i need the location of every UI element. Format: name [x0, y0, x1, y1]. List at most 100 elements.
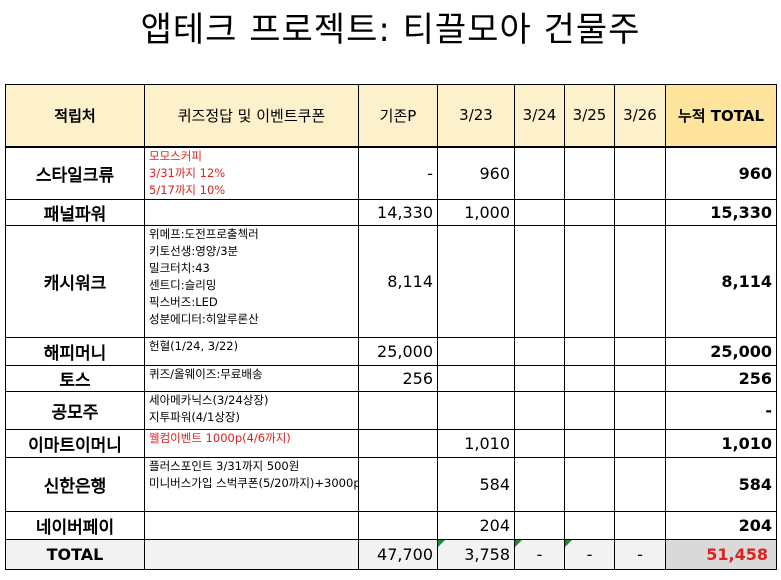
date-3-23-cell[interactable] [437, 336, 515, 366]
date-3-26-cell[interactable] [614, 224, 666, 338]
memo-cell[interactable]: 웰컴이벤트 1000p(4/6까지) [144, 428, 359, 458]
date-3-25-cell[interactable] [564, 456, 615, 512]
date-3-25-cell[interactable] [564, 145, 615, 200]
date-3-26-cell[interactable] [614, 364, 666, 392]
memo-line: 3/31까지 12% [149, 165, 226, 180]
source-name-cell[interactable]: 해피머니 [5, 336, 145, 366]
memo-cell[interactable]: 세아메카닉스(3/24상장) 지투파워(4/1상장) [144, 390, 359, 430]
source-name-cell[interactable]: 캐시워크 [5, 224, 145, 338]
date-3-23-cell[interactable]: 204 [437, 510, 515, 540]
source-name-cell[interactable]: 스타일크류 [5, 145, 145, 200]
summary-memo-cell[interactable] [144, 538, 359, 570]
cumulative-total-cell[interactable]: 960 [665, 145, 777, 200]
date-3-25-cell[interactable] [564, 364, 615, 392]
date-3-23-cell[interactable]: 1,010 [437, 428, 515, 458]
date-3-26-cell[interactable] [614, 336, 666, 366]
date-3-26-cell[interactable] [614, 390, 666, 430]
summary-row: TOTAL 47,700 3,758- - -51,458 [5, 538, 777, 570]
date-3-24-cell[interactable] [514, 510, 565, 540]
header-total[interactable]: 누적 TOTAL [665, 84, 777, 147]
date-3-23-cell[interactable] [437, 364, 515, 392]
date-3-25-cell[interactable] [564, 224, 615, 338]
base-points-cell[interactable]: 8,114 [358, 224, 438, 338]
date-3-23-cell[interactable]: 960 [437, 145, 515, 200]
base-points-cell[interactable]: 256 [358, 364, 438, 392]
date-3-26-cell[interactable] [614, 456, 666, 512]
header-memo[interactable]: 퀴즈정답 및 이벤트쿠폰 [144, 84, 359, 147]
memo-cell[interactable]: 퀴즈/올웨이즈:무료배송 [144, 364, 359, 392]
table-row: 스타일크류 모모스커피 3/31까지 12% 5/17까지 10% -960 960 [5, 145, 777, 200]
cumulative-total-cell[interactable]: 256 [665, 364, 777, 392]
header-date-3[interactable]: 3/25 [564, 84, 615, 147]
summary-date-3-24[interactable]: - [514, 538, 565, 570]
date-3-24-cell[interactable] [514, 224, 565, 338]
cumulative-total-cell[interactable]: 25,000 [665, 336, 777, 366]
source-name-cell[interactable]: 토스 [5, 364, 145, 392]
date-3-25-cell[interactable] [564, 336, 615, 366]
summary-label[interactable]: TOTAL [5, 538, 145, 570]
header-date-1[interactable]: 3/23 [437, 84, 515, 147]
date-3-24-cell[interactable] [514, 390, 565, 430]
source-name-cell[interactable]: 이마트이머니 [5, 428, 145, 458]
base-points-cell[interactable]: - [358, 145, 438, 200]
table-row: 공모주 세아메카닉스(3/24상장) 지투파워(4/1상장) - [5, 390, 777, 430]
memo-line: 웰컴이벤트 1000p(4/6까지) [149, 430, 291, 445]
memo-cell[interactable]: 모모스커피 3/31까지 12% 5/17까지 10% [144, 145, 359, 200]
table-row: 신한은행 플러스포인트 3/31까지 500원 미니버스가입 스벅쿠폰(5/20까지… [5, 456, 777, 512]
source-name-cell[interactable]: 공모주 [5, 390, 145, 430]
base-points-cell[interactable] [358, 390, 438, 430]
date-3-23-cell[interactable]: 1,000 [437, 198, 515, 226]
memo-line: 위메프:도전프로출첵러 [149, 226, 259, 241]
date-3-24-cell[interactable] [514, 198, 565, 226]
header-row: 적립처 퀴즈정답 및 이벤트쿠폰 기존P 3/23 3/24 3/25 3/26… [5, 84, 777, 147]
cumulative-total-cell[interactable]: 584 [665, 456, 777, 512]
source-name-cell[interactable]: 신한은행 [5, 456, 145, 512]
date-3-25-cell[interactable] [564, 510, 615, 540]
date-3-25-cell[interactable] [564, 390, 615, 430]
date-3-24-cell[interactable] [514, 145, 565, 200]
date-3-24-cell[interactable] [514, 428, 565, 458]
summary-base[interactable]: 47,700 [358, 538, 438, 570]
summary-date-3-23[interactable]: 3,758 [437, 538, 515, 570]
memo-cell[interactable]: 플러스포인트 3/31까지 500원 미니버스가입 스벅쿠폰(5/20까지)+30… [144, 456, 359, 512]
base-points-cell[interactable] [358, 456, 438, 512]
cumulative-total-cell[interactable]: 8,114 [665, 224, 777, 338]
date-3-26-cell[interactable] [614, 198, 666, 226]
date-3-25-cell[interactable] [564, 198, 615, 226]
summary-date-3-26[interactable]: - [614, 538, 666, 570]
cumulative-total-cell[interactable]: 15,330 [665, 198, 777, 226]
base-points-cell[interactable]: 25,000 [358, 336, 438, 366]
date-3-24-cell[interactable] [514, 364, 565, 392]
date-3-23-cell[interactable] [437, 390, 515, 430]
base-points-cell[interactable] [358, 510, 438, 540]
source-name-cell[interactable]: 네이버페이 [5, 510, 145, 540]
base-points-cell[interactable]: 14,330 [358, 198, 438, 226]
base-points-cell[interactable] [358, 428, 438, 458]
date-3-25-cell[interactable] [564, 428, 615, 458]
date-3-26-cell[interactable] [614, 145, 666, 200]
grand-total[interactable]: 51,458 [665, 538, 777, 570]
cumulative-total-cell[interactable]: 204 [665, 510, 777, 540]
date-3-24-cell[interactable] [514, 336, 565, 366]
memo-cell[interactable]: 위메프:도전프로출첵러 키토선생:영양/3분 밀크터치:43 센트디:슬리밍 픽스버즈:… [144, 224, 359, 338]
header-source[interactable]: 적립처 [5, 84, 145, 147]
date-3-23-cell[interactable]: 584 [437, 456, 515, 512]
date-3-26-cell[interactable] [614, 510, 666, 540]
cumulative-total-cell[interactable]: - [665, 390, 777, 430]
date-3-26-cell[interactable] [614, 428, 666, 458]
source-name-cell[interactable]: 패널파워 [5, 198, 145, 226]
table-row: 토스 퀴즈/올웨이즈:무료배송 256 256 [5, 364, 777, 392]
header-date-2[interactable]: 3/24 [514, 84, 565, 147]
date-3-24-cell[interactable] [514, 456, 565, 512]
memo-line: 퀴즈/올웨이즈:무료배송 [149, 366, 263, 381]
table-row: 캐시워크 위메프:도전프로출첵러 키토선생:영양/3분 밀크터치:43 센트디:슬리밍 픽… [5, 224, 777, 338]
memo-cell[interactable] [144, 510, 359, 540]
header-base[interactable]: 기존P [358, 84, 438, 147]
header-date-4[interactable]: 3/26 [614, 84, 666, 147]
memo-cell[interactable]: 헌혈(1/24, 3/22) [144, 336, 359, 366]
summary-date-3-25[interactable]: - [564, 538, 615, 570]
date-3-23-cell[interactable] [437, 224, 515, 338]
memo-cell[interactable] [144, 198, 359, 226]
cumulative-total-cell[interactable]: 1,010 [665, 428, 777, 458]
points-table: 적립처 퀴즈정답 및 이벤트쿠폰 기존P 3/23 3/24 3/25 3/26… [5, 84, 777, 570]
